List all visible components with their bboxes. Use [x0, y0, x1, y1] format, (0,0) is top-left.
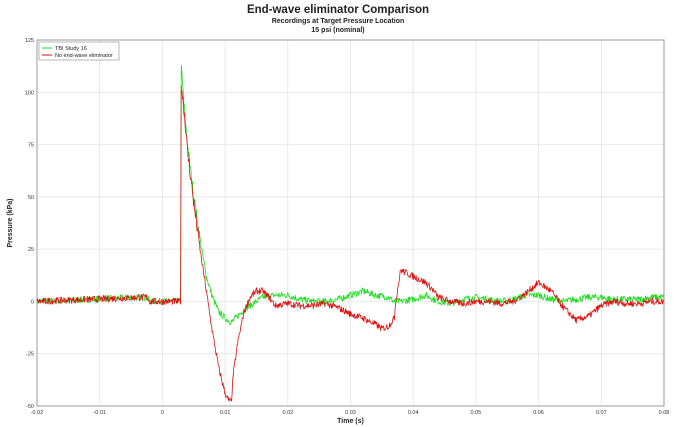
- x-tick-label: 0.06: [533, 410, 544, 416]
- x-tick-label: 0.07: [596, 410, 607, 416]
- x-tick-label: 0: [161, 410, 164, 416]
- grid: [36, 39, 665, 407]
- x-tick-label: 0.03: [345, 410, 356, 416]
- chart-subtitle-2: 15 psi (nominal): [311, 27, 365, 34]
- y-tick-label: 0: [31, 299, 34, 305]
- legend-box: [38, 41, 120, 61]
- x-tick-label: 0.08: [659, 410, 670, 416]
- y-tick-label: -50: [26, 404, 34, 410]
- plot-area: [36, 39, 665, 407]
- y-tick-label: 75: [28, 143, 34, 149]
- y-axis-ticks: -50 -25 0 25 50 75 100 125: [25, 38, 34, 410]
- y-tick-label: 125: [25, 38, 34, 44]
- legend-entry: No end-wave eliminator: [55, 53, 113, 59]
- series-line-2: [36, 85, 665, 402]
- x-axis-ticks: -0.02 -0.01 0 0.01 0.02 0.03 0.04 0.05 0.06 0.07 0…: [31, 410, 670, 416]
- x-tick-label: 0.01: [220, 410, 231, 416]
- chart-title: End-wave eliminator Comparison: [246, 4, 430, 16]
- y-tick-label: 25: [28, 247, 34, 253]
- x-axis-label: Time (s): [337, 418, 364, 425]
- y-tick-label: 100: [25, 90, 34, 96]
- x-tick-label: -0.02: [31, 410, 44, 416]
- y-tick-label: -25: [26, 352, 34, 358]
- series-layer: [36, 64, 665, 402]
- x-tick-label: -0.01: [93, 410, 106, 416]
- legend-entry: TBI Study 16: [55, 46, 87, 52]
- x-tick-label: 0.04: [408, 410, 419, 416]
- y-axis-label: Pressure (kPa): [7, 198, 14, 247]
- chart-subtitle: Recordings at Target Pressure Location: [271, 18, 405, 25]
- x-tick-label: 0.02: [282, 410, 293, 416]
- x-tick-label: 0.05: [471, 410, 482, 416]
- y-tick-label: 50: [28, 195, 34, 201]
